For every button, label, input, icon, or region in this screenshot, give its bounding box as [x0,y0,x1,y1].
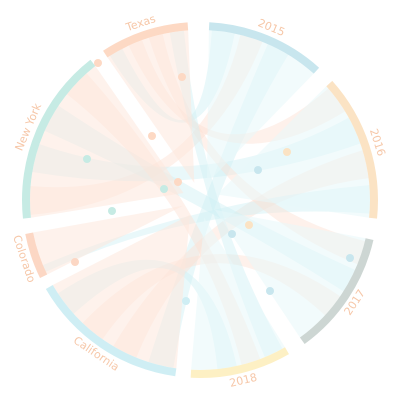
sector-2015 [206,30,314,184]
group-arc-colorado[interactable] [25,232,48,279]
chord-dot [245,221,253,229]
chord-dot [266,287,274,295]
group-arc-texas[interactable] [103,22,189,58]
group-arc-new-york[interactable] [22,59,96,219]
group-arc-2015[interactable] [208,22,320,74]
chord-dot [182,297,190,305]
chord-sectors [29,30,370,370]
chord-dot [174,178,182,186]
group-label-2018: 2018 [228,371,258,390]
group-arc-2016[interactable] [326,80,378,219]
group-arc-2018[interactable] [190,347,289,378]
sector-2017 [215,209,366,338]
sector-2016 [217,86,370,218]
sector-2018 [191,217,285,370]
chord-dot [148,132,156,140]
chord-dot [346,254,354,262]
sector-colorado [33,205,183,275]
sector-california [52,214,190,369]
chord-group-arcs [22,22,378,378]
sector-new-york [29,66,184,218]
chord-dot [83,155,91,163]
chord-dot [160,185,168,193]
chord-dot [283,148,291,156]
chord-dot [108,207,116,215]
sector-texas [107,30,195,183]
group-arc-california[interactable] [45,285,177,377]
ribbon-2016-colorado[interactable] [42,185,371,272]
group-arc-2017[interactable] [299,238,374,345]
chord-dot [178,73,186,81]
chord-dot [71,258,79,266]
ribbon-2015-texas[interactable] [109,30,235,123]
chord-dot [94,59,102,67]
chord-dot [254,166,262,174]
chord-dot [228,230,236,238]
chord-dots [71,59,354,305]
